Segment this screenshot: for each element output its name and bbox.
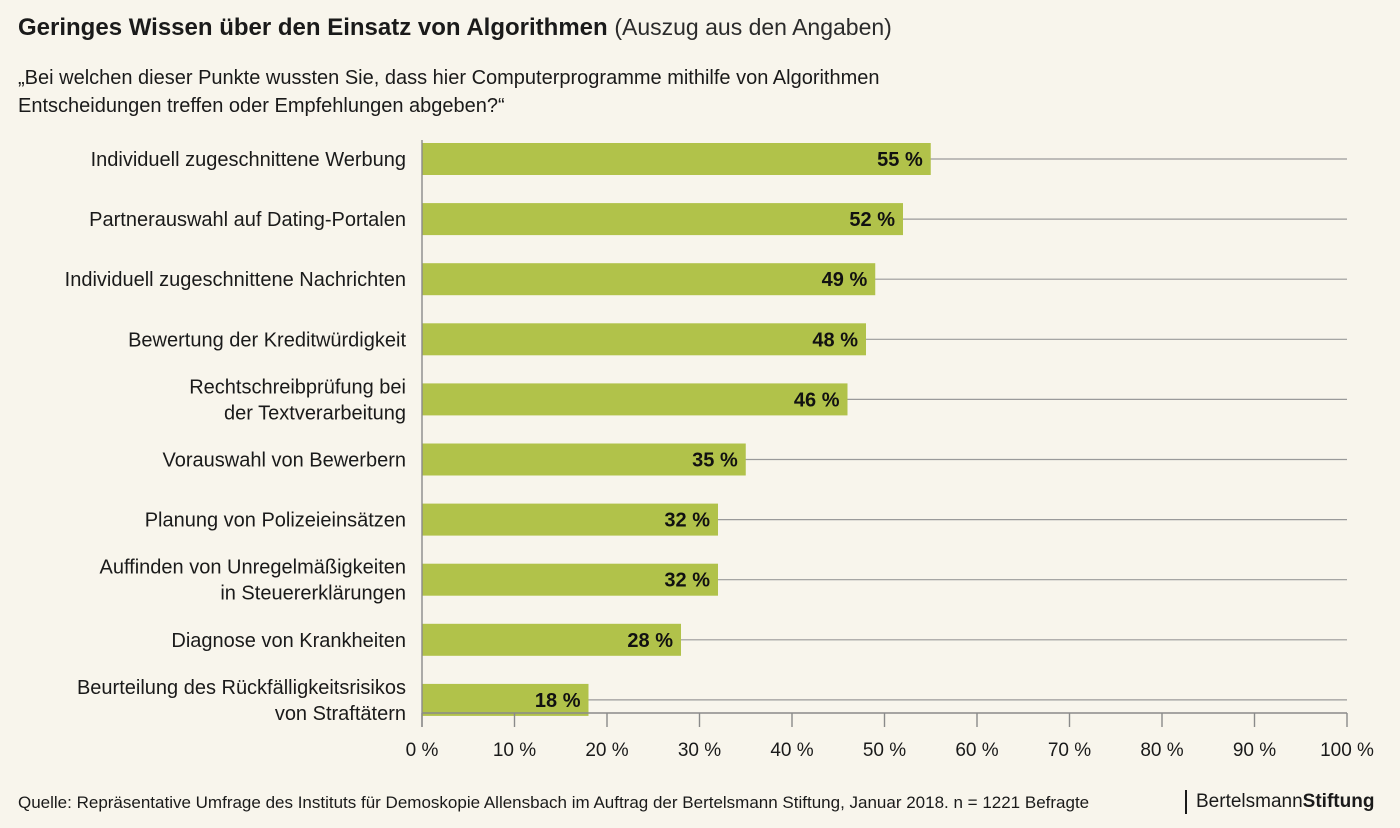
bar (422, 143, 931, 175)
data-label: 49 % (822, 269, 868, 291)
category-label: von Straftätern (275, 703, 406, 725)
category-label: Individuell zugeschnittene Nachrichten (65, 269, 406, 291)
category-label: Planung von Polizeieinsätzen (145, 510, 406, 532)
data-label: 18 % (535, 690, 581, 712)
survey-question: „Bei welchen dieser Punkte wussten Sie, … (18, 67, 880, 117)
bar (422, 443, 746, 476)
category-label: Individuell zugeschnittene Werbung (91, 149, 406, 171)
chart-subtitle: (Auszug aus den Angaben) (614, 14, 892, 40)
bar (422, 503, 718, 536)
chart-title: Geringes Wissen über den Einsatz von Alg… (18, 14, 892, 42)
category-label: Rechtschreibprüfung bei (189, 376, 406, 398)
data-label: 32 % (664, 570, 710, 592)
source-note: Quelle: Repräsentative Umfrage des Insti… (18, 793, 1090, 812)
data-label: 35 % (692, 450, 738, 472)
brand-logo: BertelsmannStiftung (1185, 790, 1374, 814)
bar (422, 683, 589, 716)
data-label: 32 % (664, 510, 710, 532)
x-tick-label: 20 % (585, 740, 628, 761)
bar (422, 563, 718, 596)
data-label: 55 % (877, 149, 923, 171)
brand-logo-part2: Stiftung (1302, 791, 1375, 812)
category-label: in Steuererklärungen (220, 583, 406, 605)
x-tick-label: 90 % (1233, 740, 1276, 761)
bar (422, 203, 903, 236)
category-label: Bewertung der Kreditwürdigkeit (128, 329, 406, 351)
category-label: Beurteilung des Rückfälligkeitsrisikos (77, 677, 406, 699)
category-label: der Textverarbeitung (224, 402, 406, 424)
bar-chart: 55 % 52 % 49 % 48 % 46 % 35 % 32 % 32 % 28 % 18 %… (65, 140, 1374, 761)
x-tick-label: 70 % (1048, 740, 1091, 761)
x-tick-label: 100 % (1320, 740, 1374, 761)
category-label: Diagnose von Krankheiten (171, 630, 406, 652)
data-label: 52 % (849, 209, 895, 231)
x-tick-label: 80 % (1140, 740, 1183, 761)
x-tick-label: 40 % (770, 740, 813, 761)
data-label: 28 % (627, 630, 673, 652)
category-label: Vorauswahl von Bewerbern (163, 450, 406, 472)
x-tick-label: 0 % (406, 740, 439, 761)
data-label: 48 % (812, 329, 858, 351)
chart-title-main: Geringes Wissen über den Einsatz von Alg… (18, 14, 608, 41)
bar (422, 383, 848, 416)
brand-logo-part1: Bertelsmann (1196, 791, 1303, 812)
x-tick-label: 10 % (493, 740, 536, 761)
x-tick-label: 30 % (678, 740, 721, 761)
x-tick-label: 60 % (955, 740, 998, 761)
bar (422, 623, 681, 656)
bar (422, 263, 876, 296)
category-label: Auffinden von Unregelmäßigkeiten (100, 557, 406, 579)
bar (422, 323, 866, 356)
category-label: Partnerauswahl auf Dating-Portalen (89, 209, 406, 231)
x-tick-label: 50 % (863, 740, 906, 761)
data-label: 46 % (794, 389, 840, 411)
